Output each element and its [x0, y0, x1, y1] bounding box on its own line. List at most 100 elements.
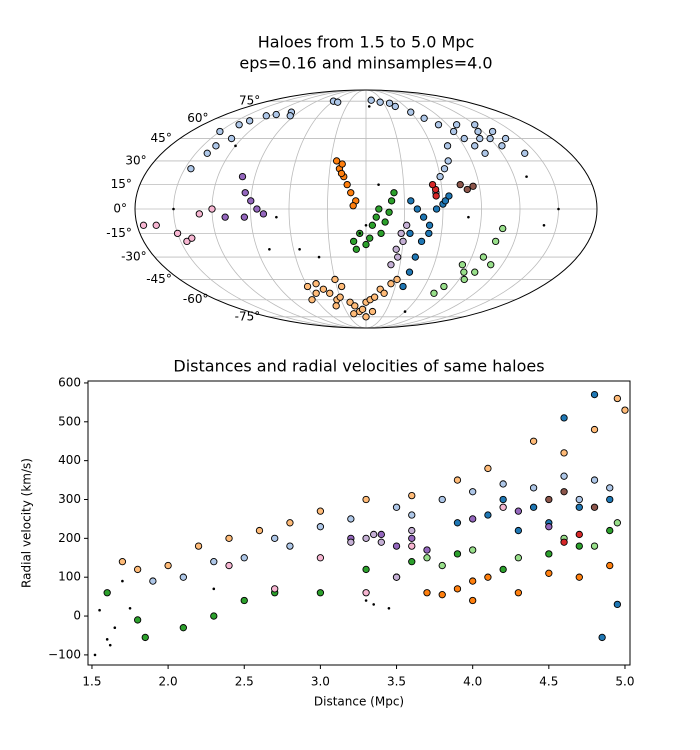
halo-point	[225, 561, 233, 570]
halo-point	[392, 573, 401, 581]
halo-point	[486, 134, 494, 143]
halo-point	[255, 526, 264, 535]
halo-point	[240, 596, 248, 605]
halo-point	[499, 495, 507, 504]
halo-point	[557, 207, 560, 211]
halo-point	[350, 310, 358, 318]
halo-point	[336, 293, 344, 301]
halo-point	[343, 180, 351, 189]
halo-point	[575, 530, 583, 539]
halo-point	[529, 503, 538, 511]
halo-point	[240, 213, 249, 221]
halo-point	[575, 573, 583, 581]
x-tick-label: 4.0	[463, 675, 482, 689]
map-boundary	[134, 89, 598, 329]
halo-point	[375, 205, 383, 213]
halo-point	[387, 197, 396, 205]
halo-point	[443, 142, 452, 150]
halo-point	[179, 624, 187, 632]
halo-point	[317, 255, 321, 259]
halo-point	[368, 307, 377, 316]
halo-point	[484, 573, 492, 581]
halo-point	[413, 205, 421, 213]
halo-point	[471, 121, 479, 129]
lat-tick-label: 45°	[151, 131, 172, 145]
halo-point	[575, 495, 583, 504]
halo-point	[469, 596, 477, 605]
halo-point	[247, 197, 255, 205]
halo-point	[221, 213, 229, 221]
halo-point	[606, 526, 614, 535]
halo-point	[423, 589, 431, 597]
halo-point	[434, 121, 443, 129]
halo-point	[484, 464, 492, 473]
halo-point	[514, 589, 523, 597]
halo-point	[474, 127, 482, 136]
x-tick-label: 3.0	[311, 675, 330, 689]
halo-point	[259, 210, 268, 218]
x-tick-label: 5.0	[615, 675, 634, 689]
halo-point	[606, 484, 614, 492]
halo-point	[210, 558, 218, 566]
halo-point	[212, 142, 220, 150]
halo-point	[417, 237, 426, 246]
lat-tick-label: 0°	[113, 202, 127, 216]
halo-point	[458, 261, 467, 269]
y-tick-label: 400	[58, 453, 81, 467]
halo-point	[326, 289, 334, 297]
halo-point	[316, 554, 325, 562]
lat-tick-label: 75°	[239, 94, 260, 108]
halo-point	[367, 105, 371, 108]
halo-point	[456, 180, 464, 189]
halo-point	[347, 189, 355, 197]
halo-point	[430, 289, 438, 297]
halo-point	[346, 298, 354, 306]
halo-point	[118, 558, 127, 566]
halo-point	[545, 569, 553, 577]
halo-point	[479, 253, 488, 261]
halo-point	[385, 208, 393, 216]
halo-point	[387, 280, 395, 288]
halo-point	[331, 275, 339, 284]
halo-point	[545, 550, 553, 558]
halo-point	[334, 98, 342, 106]
y-tick-label: 500	[58, 414, 81, 428]
halo-point	[438, 495, 446, 504]
halo-point	[187, 165, 195, 173]
halo-point	[152, 221, 160, 229]
halo-point	[303, 282, 312, 291]
halo-point	[367, 96, 375, 104]
y-tick-label: 0	[73, 609, 81, 623]
halo-point	[467, 215, 470, 219]
halo-point	[590, 503, 599, 511]
halo-point	[501, 134, 510, 143]
halo-point	[392, 503, 401, 511]
halo-point	[499, 224, 507, 233]
halo-point	[460, 268, 468, 276]
halo-point	[319, 285, 327, 293]
halo-point	[391, 102, 399, 111]
halo-point	[397, 229, 405, 238]
halo-point	[188, 234, 196, 242]
halo-point	[394, 253, 402, 261]
halo-point	[108, 643, 112, 647]
halo-point	[364, 223, 368, 227]
halo-point	[298, 247, 301, 251]
halo-point	[399, 282, 407, 291]
y-tick-label: 300	[58, 492, 81, 506]
halo-point	[390, 189, 398, 197]
halo-point	[450, 127, 458, 136]
lat-tick-label: -30°	[121, 250, 147, 264]
halo-point	[590, 542, 599, 550]
halo-point	[393, 275, 401, 284]
halo-point	[425, 229, 433, 238]
halo-point	[164, 561, 172, 570]
halo-point	[316, 589, 325, 597]
halo-point	[440, 165, 449, 173]
halo-point	[484, 511, 492, 519]
halo-point	[372, 213, 380, 221]
halo-point	[286, 112, 294, 120]
halo-point	[338, 160, 346, 168]
halo-point	[460, 275, 468, 284]
